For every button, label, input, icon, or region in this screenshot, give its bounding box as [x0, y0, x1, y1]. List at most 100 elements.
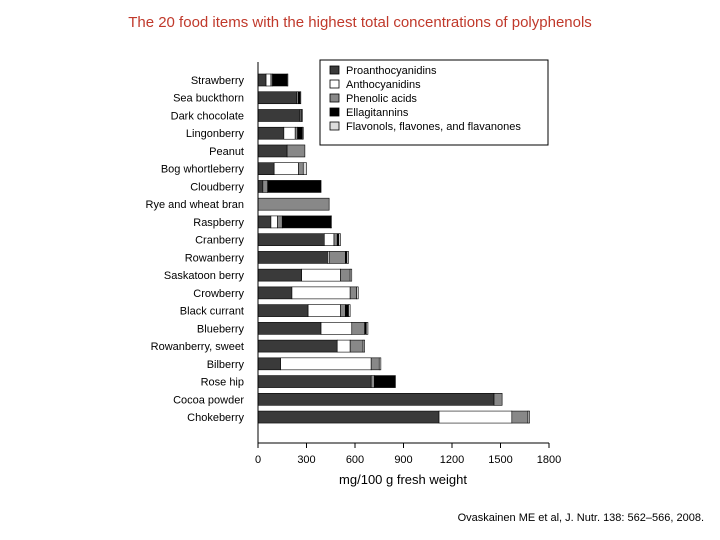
bar-segment: [338, 233, 341, 246]
bar-segment: [344, 304, 349, 317]
x-tick-label: 1500: [488, 454, 512, 466]
bar-segment: [286, 144, 306, 158]
bar-segment: [356, 286, 359, 300]
citation: Ovaskainen ME et al, J. Nutr. 138: 562–5…: [457, 512, 704, 524]
category-label: Rowanberry: [185, 252, 245, 264]
legend-swatch: [329, 107, 340, 117]
category-label: Rose hip: [201, 377, 244, 389]
bar-segment: [349, 268, 353, 282]
legend-label: Flavonols, flavones, and flavanones: [346, 121, 521, 133]
category-label: Bog whortleberry: [161, 164, 245, 176]
bar-segment: [511, 410, 529, 424]
x-tick-label: 300: [297, 454, 315, 466]
bar-segment: [340, 304, 346, 317]
category-label: Rowanberry, sweet: [151, 341, 244, 353]
x-tick-label: 900: [394, 454, 412, 466]
legend-label: Ellagitannins: [346, 107, 409, 119]
category-label: Blueberry: [197, 323, 245, 335]
bar-segment: [265, 73, 272, 87]
bar-segment: [302, 162, 307, 175]
bar-segment: [294, 126, 298, 140]
category-label: Dark chocolate: [171, 110, 244, 122]
legend-label: Proanthocyanidins: [346, 65, 437, 77]
bar-segment: [272, 73, 288, 87]
bar-segment: [257, 109, 301, 122]
bar-segment: [257, 304, 309, 317]
bar-segment: [270, 215, 278, 229]
bar-segment: [302, 126, 304, 140]
bar-segment: [320, 322, 353, 335]
category-label: Cranberry: [195, 235, 244, 247]
bar-segment: [257, 357, 281, 371]
x-axis: 0 300 600 900 1200 1500 1800: [255, 62, 561, 466]
legend: Proanthocyanidins Anthocyanidins Phenolic …: [319, 59, 549, 146]
bar-segment: [378, 357, 382, 371]
bar-segment: [333, 233, 338, 246]
bar-segment: [257, 180, 264, 193]
category-label: Rye and wheat bran: [146, 199, 244, 211]
category-label: Saskatoon berry: [164, 270, 245, 282]
bar-segment: [257, 393, 495, 406]
bar-segment: [257, 126, 285, 140]
bar-segment: [280, 357, 372, 371]
bar-segment: [281, 215, 332, 229]
category-label: Peanut: [209, 146, 244, 158]
bar-segment: [283, 126, 296, 140]
category-label: Cloudberry: [190, 181, 244, 193]
bar-segment: [346, 251, 349, 264]
bar-segment: [257, 91, 298, 105]
bar-segment: [527, 410, 530, 424]
bar-segment: [307, 304, 341, 317]
bar-segment: [301, 109, 303, 122]
bar-segment: [257, 268, 302, 282]
bar-segment: [370, 357, 380, 371]
legend-swatch: [329, 121, 340, 131]
legend-label: Anthocyanidins: [346, 79, 421, 91]
bar-segment: [493, 393, 503, 406]
bar-segment: [299, 91, 302, 105]
bar-segment: [257, 162, 275, 175]
bar-segment: [374, 375, 396, 388]
x-tick-label: 1200: [440, 454, 464, 466]
bar-segment: [348, 304, 351, 317]
legend-label: Phenolic acids: [346, 93, 417, 105]
bar-segment: [366, 322, 369, 335]
bar-segment: [298, 162, 304, 175]
category-label: Sea buckthorn: [173, 93, 244, 105]
bar-segment: [273, 162, 299, 175]
bar-segment: [257, 251, 328, 264]
bar-segment: [286, 73, 289, 87]
bar-segment: [370, 375, 375, 388]
bar-segment: [328, 251, 346, 264]
bar-segment: [291, 286, 351, 300]
bar-segment: [340, 268, 351, 282]
bar-segment: [257, 144, 288, 158]
legend-swatch: [329, 79, 340, 89]
category-label: Bilberry: [207, 359, 245, 371]
bar-segment: [297, 126, 303, 140]
bar-segment: [267, 180, 322, 193]
category-label: Black currant: [180, 306, 244, 318]
category-label: Strawberry: [191, 75, 245, 87]
legend-swatch: [329, 93, 340, 103]
bar-segment: [257, 339, 338, 353]
bar-segment: [257, 73, 267, 87]
bar-segment: [257, 286, 293, 300]
bar-segment: [257, 197, 330, 211]
slide-title: The 20 food items with the highest total…: [128, 14, 592, 31]
bar-segment: [330, 215, 332, 229]
bar-segment: [323, 233, 335, 246]
category-label: Crowberry: [193, 288, 244, 300]
bar-segment: [257, 375, 372, 388]
bar-segment: [257, 322, 322, 335]
x-tick-label: 0: [255, 454, 261, 466]
bar-segment: [349, 286, 357, 300]
bar-segment: [349, 339, 364, 353]
bar-segment: [351, 322, 365, 335]
bar-segment: [257, 233, 325, 246]
legend-swatch: [329, 65, 340, 75]
bar-segment: [438, 410, 513, 424]
bar-segment: [257, 215, 272, 229]
legend-box: [319, 59, 549, 146]
